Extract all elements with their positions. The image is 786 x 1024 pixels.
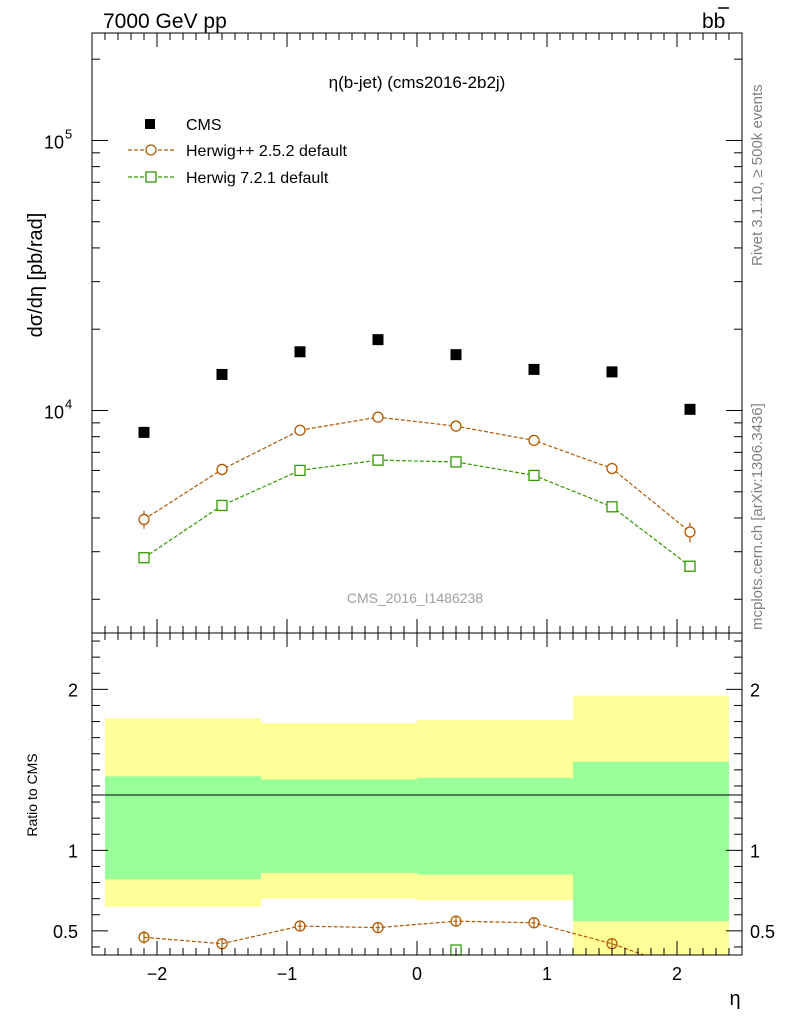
main-y-tick-exponent: 5: [65, 126, 72, 141]
series-line: [143, 416, 691, 533]
main-y-tick-label: 10: [44, 132, 64, 152]
data-point-herwig7: [606, 501, 618, 513]
uncertainty-band-green: [105, 776, 261, 880]
uncertainty-band-green: [261, 779, 417, 873]
x-tick-label: 1: [542, 964, 552, 984]
main-y-tick-label: 10: [44, 403, 64, 423]
rivet-label: Rivet 3.1.10, ≥ 500k events: [749, 84, 766, 266]
data-point-herwigpp: [294, 424, 306, 436]
x-axis-label: η: [729, 988, 740, 1010]
data-point-herwigpp: [372, 411, 384, 423]
data-point-herwigpp: [606, 462, 618, 475]
data-point-cms: [606, 366, 618, 378]
plot-title: η(b-jet) (cms2016-2b2j): [329, 73, 506, 92]
ratio-axes: 0.5 0.5 1 1 2 2 −2 −1 0 1 2: [53, 633, 775, 984]
ratio-y-tick-label-right: 2: [750, 680, 760, 700]
ratio-point-herwigpp: [372, 921, 384, 934]
data-point-herwigpp: [684, 526, 696, 538]
process-label: bb: [702, 10, 725, 33]
ratio-series-line: [143, 920, 645, 956]
main-series-layer: [138, 334, 696, 572]
data-point-cms: [528, 363, 540, 375]
data-point-herwig7: [372, 454, 384, 466]
data-point-herwigpp: [138, 513, 150, 526]
data-point-herwig7: [450, 456, 462, 468]
main-y-tick-exponent: 4: [65, 397, 72, 412]
ratio-series-layer: [138, 915, 645, 956]
x-tick-label: 0: [412, 964, 422, 984]
ratio-bands-layer: [105, 695, 729, 955]
uncertainty-band-green: [573, 761, 729, 922]
ratio-y-axis-label: Ratio to CMS: [24, 753, 40, 836]
ratio-y-tick-label: 1: [68, 841, 78, 861]
legend-marker-herwigpp: [145, 144, 157, 156]
analysis-watermark: CMS_2016_I1486238: [347, 590, 483, 606]
x-tick-label: 2: [672, 964, 682, 984]
legend-marker-cms: [145, 119, 155, 129]
ratio-y-tick-label-right: 1: [750, 841, 760, 861]
mcplots-label: mcplots.cern.ch [arXiv:1306.3436]: [749, 403, 766, 630]
x-tick-label: −1: [277, 964, 298, 984]
series-line: [143, 459, 691, 567]
main-y-axis-label: dσ/dη [pb/rad]: [25, 213, 47, 338]
data-point-herwig7: [216, 499, 228, 512]
data-point-herwig7: [684, 560, 696, 572]
ratio-y-tick-label: 2: [68, 680, 78, 700]
ratio-y-tick-label: 0.5: [53, 922, 78, 942]
data-point-herwigpp: [450, 420, 462, 432]
data-point-herwig7: [528, 469, 540, 482]
ratio-point-herwigpp: [294, 920, 306, 932]
collision-energy-label: 7000 GeV pp: [103, 10, 227, 33]
legend-marker-herwig7: [145, 171, 157, 183]
data-point-herwigpp: [216, 463, 228, 476]
uncertainty-band-green: [417, 777, 573, 875]
data-point-herwigpp: [528, 434, 540, 447]
data-point-cms: [294, 346, 306, 358]
data-point-cms: [216, 368, 228, 380]
data-point-cms: [450, 349, 462, 361]
ratio-point-herwigpp: [138, 931, 150, 943]
ratio-y-tick-label-right: 0.5: [750, 922, 775, 942]
ratio-point-herwigpp: [528, 917, 540, 929]
legend-label-cms: CMS: [186, 117, 222, 134]
x-tick-label: −2: [147, 964, 168, 984]
data-point-herwig7: [138, 552, 150, 564]
data-point-cms: [372, 334, 384, 346]
ratio-point-herwigpp: [450, 915, 462, 927]
data-point-herwig7: [294, 464, 306, 477]
legend-label-herwig7: Herwig 7.2.1 default: [186, 170, 329, 187]
legend-label-herwigpp: Herwig++ 2.5.2 default: [186, 143, 348, 160]
ratio-panel: 0.5 0.5 1 1 2 2 −2 −1 0 1 2 Ratio to CMS η: [24, 632, 775, 1010]
legend: CMS Herwig++ 2.5.2 default Herwig 7.2.1 …: [128, 117, 348, 187]
data-point-cms: [684, 403, 696, 415]
data-point-cms: [138, 426, 150, 438]
